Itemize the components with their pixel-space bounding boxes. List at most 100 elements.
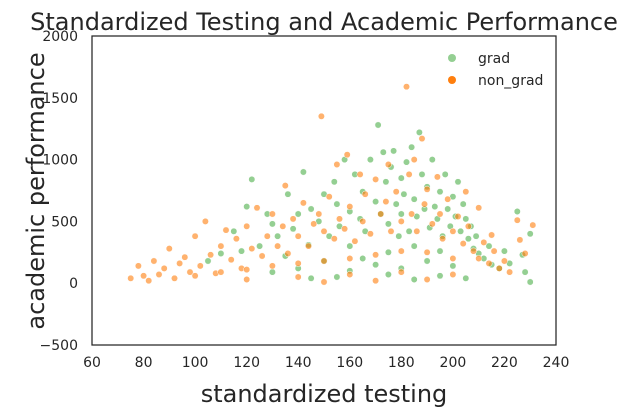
data-point-non_grad-92: [217, 268, 225, 276]
data-point-grad-79: [513, 208, 521, 215]
data-point-non_grad-72: [449, 227, 457, 235]
data-point-non_grad-8: [171, 274, 178, 282]
data-point-grad-100: [333, 273, 341, 281]
data-point-non_grad-67: [428, 220, 436, 228]
data-point-grad-96: [410, 276, 418, 283]
data-point-non_grad-29: [279, 222, 287, 230]
data-point-grad-50: [418, 170, 426, 178]
data-point-non_grad-35: [305, 242, 312, 250]
data-point-non_grad-84: [513, 216, 521, 224]
data-point-non_grad-82: [500, 257, 508, 265]
data-point-grad-97: [436, 272, 444, 280]
data-point-non_grad-51: [366, 230, 374, 238]
data-point-grad-6: [256, 242, 264, 250]
data-point-non_grad-34: [299, 199, 307, 207]
data-point-grad-84: [359, 255, 367, 262]
data-point-grad-30: [366, 156, 374, 164]
data-point-non_grad-64: [418, 135, 426, 143]
data-point-non_grad-27: [268, 210, 276, 218]
data-point-grad-82: [526, 230, 534, 238]
data-point-non_grad-80: [490, 247, 498, 255]
data-point-non_grad-74: [459, 240, 467, 248]
data-point-non_grad-99: [397, 247, 405, 255]
data-point-grad-40: [395, 232, 403, 240]
data-point-grad-55: [431, 203, 439, 211]
data-point-non_grad-76: [470, 247, 477, 255]
data-point-grad-25: [346, 242, 354, 250]
x-tick-label: 220: [491, 355, 518, 371]
data-point-non_grad-87: [516, 236, 524, 244]
data-point-grad-74: [485, 242, 493, 250]
x-tick-label: 160: [336, 355, 363, 371]
data-point-non_grad-54: [382, 198, 390, 206]
data-point-grad-95: [268, 268, 276, 276]
data-point-non_grad-98: [372, 251, 380, 259]
data-point-grad-92: [423, 257, 431, 265]
chart-title: Standardized Testing and Academic Perfor…: [30, 8, 618, 36]
data-point-grad-4: [243, 203, 251, 211]
data-point-non_grad-44: [341, 225, 349, 233]
data-point-grad-98: [462, 274, 470, 282]
data-point-non_grad-10: [181, 253, 189, 261]
data-point-non_grad-57: [392, 188, 400, 196]
data-point-non_grad-96: [320, 257, 328, 265]
data-point-non_grad-20: [232, 235, 240, 243]
data-point-non_grad-66: [423, 185, 431, 193]
data-point-non_grad-105: [397, 268, 405, 276]
data-point-grad-21: [333, 200, 341, 208]
data-point-non_grad-56: [387, 227, 395, 235]
data-point-non_grad-53: [377, 210, 385, 218]
data-point-grad-38: [390, 147, 398, 155]
data-point-non_grad-109: [423, 276, 431, 283]
x-tick-label: 60: [83, 355, 101, 371]
data-point-grad-13: [294, 210, 302, 218]
data-point-grad-2: [230, 227, 238, 235]
x-tick-label: 180: [388, 355, 415, 371]
data-point-non_grad-100: [423, 248, 431, 256]
x-axis-ticks: 60 80 100 120 140 160 180 200 220 240: [83, 355, 569, 371]
legend: grad non_grad: [448, 51, 543, 89]
data-point-grad-85: [384, 248, 392, 256]
data-point-non_grad-62: [410, 156, 418, 164]
data-point-grad-39: [392, 200, 400, 208]
data-point-non_grad-69: [436, 210, 444, 218]
data-point-non_grad-22: [243, 222, 251, 230]
legend-marker-grad: [448, 54, 456, 62]
x-tick-label: 200: [440, 355, 467, 371]
data-point-non_grad-9: [176, 259, 184, 267]
data-point-non_grad-41: [330, 235, 338, 243]
data-point-grad-9: [274, 232, 282, 240]
data-point-non_grad-77: [475, 255, 483, 262]
legend-marker-non_grad: [448, 76, 456, 84]
data-point-non_grad-40: [325, 193, 333, 201]
data-point-non_grad-83: [506, 268, 514, 276]
data-point-non_grad-37: [315, 210, 323, 218]
data-point-grad-87: [436, 247, 444, 255]
data-point-grad-41: [397, 174, 405, 182]
data-point-non_grad-43: [336, 215, 343, 223]
data-point-non_grad-88: [488, 231, 496, 239]
data-point-non_grad-1: [134, 262, 142, 270]
data-point-grad-99: [384, 271, 392, 278]
data-point-non_grad-59: [403, 83, 410, 91]
data-point-grad-1: [217, 250, 225, 257]
data-point-non_grad-61: [408, 210, 416, 218]
data-point-non_grad-49: [359, 217, 367, 225]
data-point-grad-60: [444, 205, 452, 213]
data-point-grad-14: [299, 168, 307, 176]
data-point-grad-77: [500, 247, 508, 255]
data-point-grad-47: [410, 195, 418, 203]
data-point-non_grad-14: [201, 217, 209, 225]
data-point-non_grad-68: [433, 173, 441, 181]
data-point-grad-34: [379, 148, 387, 156]
data-point-grad-16: [307, 205, 315, 213]
data-point-grad-36: [384, 220, 392, 228]
y-tick-label: 0: [69, 276, 78, 292]
legend-label-grad: grad: [478, 51, 510, 67]
data-point-non_grad-58: [397, 217, 405, 225]
data-point-grad-42: [397, 210, 405, 218]
data-point-non_grad-47: [351, 237, 359, 245]
data-point-non_grad-31: [284, 250, 292, 257]
x-tick-label: 80: [135, 355, 153, 371]
legend-label-non_grad: non_grad: [478, 73, 543, 89]
